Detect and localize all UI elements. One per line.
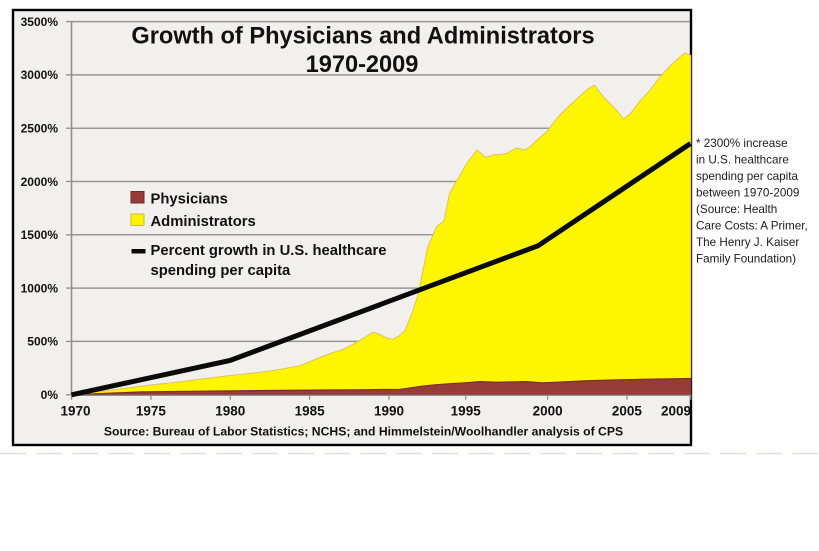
svg-text:spending per capita: spending per capita — [696, 170, 799, 183]
svg-text:2005: 2005 — [612, 404, 643, 419]
svg-text:1500%: 1500% — [21, 228, 59, 242]
svg-text:between 1970-2009: between 1970-2009 — [696, 186, 799, 199]
svg-text:1980: 1980 — [215, 404, 245, 419]
svg-text:1000%: 1000% — [21, 281, 59, 295]
svg-text:3000%: 3000% — [21, 68, 59, 82]
svg-text:Source: Bureau of Labor Statis: Source: Bureau of Labor Statistics; NCHS… — [104, 425, 623, 439]
svg-text:1985: 1985 — [295, 404, 326, 419]
svg-text:2000%: 2000% — [21, 175, 59, 189]
svg-text:0%: 0% — [41, 388, 59, 402]
svg-text:2009: 2009 — [661, 404, 691, 419]
svg-text:The Henry J. Kaiser: The Henry J. Kaiser — [696, 236, 799, 249]
svg-text:Percent growth in U.S. healthc: Percent growth in U.S. healthcare — [151, 243, 387, 259]
svg-text:1990: 1990 — [374, 404, 404, 419]
svg-text:Physicians: Physicians — [151, 192, 228, 208]
svg-text:1975: 1975 — [136, 404, 167, 419]
svg-text:Growth of Physicians and Admin: Growth of Physicians and Administrators — [131, 24, 594, 50]
svg-text:500%: 500% — [27, 335, 58, 349]
svg-text:1995: 1995 — [451, 404, 482, 419]
svg-text:spending per capita: spending per capita — [151, 263, 292, 279]
svg-text:* 2300% increase: * 2300% increase — [696, 137, 788, 150]
svg-text:Care Costs: A Primer,: Care Costs: A Primer, — [696, 219, 808, 232]
svg-text:1970-2009: 1970-2009 — [306, 52, 419, 78]
svg-text:1970: 1970 — [60, 404, 90, 419]
svg-text:(Source: Health: (Source: Health — [696, 203, 777, 216]
svg-text:Family Foundation): Family Foundation) — [696, 252, 796, 265]
svg-text:in U.S. healthcare: in U.S. healthcare — [696, 153, 789, 166]
svg-text:3500%: 3500% — [21, 15, 59, 29]
svg-text:Administrators: Administrators — [151, 214, 256, 230]
svg-text:2000: 2000 — [533, 404, 563, 419]
svg-text:2500%: 2500% — [21, 122, 59, 136]
